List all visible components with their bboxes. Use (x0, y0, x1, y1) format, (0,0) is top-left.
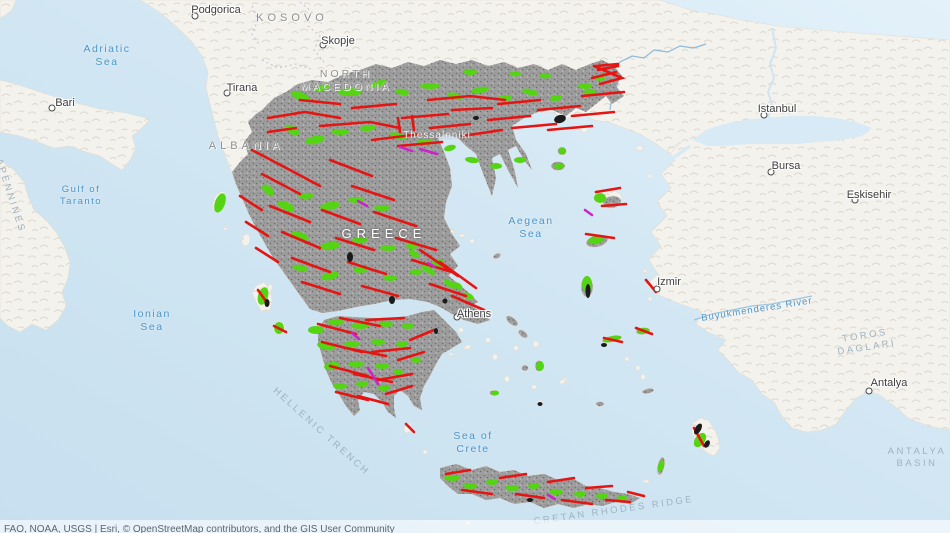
land-italy-calabria (0, 159, 71, 333)
bosphorus-strait (766, 27, 778, 119)
overlay-peloponnese (318, 310, 462, 418)
overlay-magenta-streaks (350, 145, 594, 501)
buyukmenderes-river (693, 295, 813, 321)
overlay-red-streaks (238, 62, 706, 506)
attribution-text: FAO, NOAA, USGS | Esri, © OpenStreetMap … (4, 524, 395, 533)
evros-river (609, 43, 707, 111)
land-italy-apulia (0, 79, 151, 171)
city-dot-skopje (319, 41, 327, 49)
city-dot-antalya (865, 387, 873, 395)
dardanelles-strait (659, 144, 692, 168)
overlay-black-patches (264, 114, 710, 502)
city-dot-istanbul (760, 111, 768, 119)
sea-of-marmara (692, 116, 872, 146)
city-dot-podgorica (191, 12, 199, 20)
city-dot-bari (48, 104, 56, 112)
city-dot-bursa (767, 168, 775, 176)
water-features (251, 1, 872, 321)
overlay-green-patches (214, 69, 707, 501)
city-dot-athens (453, 313, 461, 321)
country-borders (251, 1, 325, 71)
city-dot-eskisehir (851, 196, 859, 204)
attribution-bar: FAO, NOAA, USGS | Esri, © OpenStreetMap … (0, 520, 950, 533)
city-dot-tirana (223, 89, 231, 97)
land-italy-north (0, 0, 17, 19)
city-dot-izmir (653, 285, 661, 293)
overlay-layer (214, 60, 710, 508)
